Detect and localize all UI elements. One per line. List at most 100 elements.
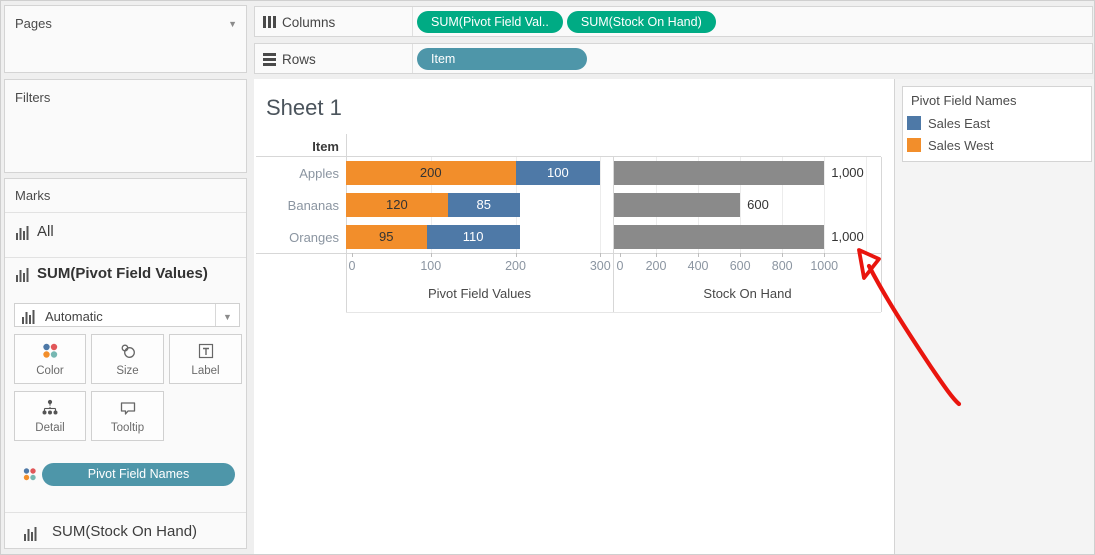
row-label: Apples — [299, 166, 339, 181]
axis-tick-label: 100 — [420, 259, 442, 273]
bar-segment[interactable] — [614, 193, 741, 217]
bar-segment[interactable] — [614, 161, 825, 185]
bar-segment[interactable] — [426, 225, 520, 249]
legend-swatch — [907, 116, 921, 130]
button-label: Detail — [35, 422, 65, 434]
legend-swatch — [907, 138, 921, 152]
axis-tick-label: 1000 — [810, 259, 839, 273]
axis-tick — [352, 253, 353, 257]
marks-card-title: Marks — [15, 188, 51, 203]
pages-dropdown-caret-icon[interactable]: ▼ — [228, 19, 237, 29]
filters-shelf[interactable]: Filters — [4, 79, 247, 173]
bar-segment[interactable] — [346, 193, 448, 217]
bar-value-label: 95 — [379, 229, 394, 244]
shelf-pill[interactable]: Item — [417, 48, 587, 70]
axis-tick-label: 0 — [348, 259, 356, 273]
axis-tick-label: 200 — [645, 259, 667, 273]
marks-tab-all[interactable]: All — [37, 223, 54, 240]
bar-segment[interactable] — [346, 161, 516, 185]
barchart-icon — [16, 225, 31, 245]
mark-type-caret-icon[interactable]: ▼ — [215, 304, 239, 326]
detail-button[interactable]: Detail — [14, 391, 86, 441]
legend-item[interactable]: Sales East — [907, 116, 1087, 132]
label-button[interactable]: Label — [169, 334, 242, 384]
bar-segment[interactable] — [515, 161, 601, 185]
axis-title[interactable]: Pivot Field Values — [427, 286, 532, 301]
shelf-pill[interactable]: SUM(Stock On Hand) — [566, 11, 716, 33]
legend-panel: Pivot Field Names Sales East Sales West — [894, 79, 1094, 554]
rows-pillbox: Item — [417, 48, 587, 70]
gridline — [600, 157, 602, 253]
bar-segment[interactable] — [614, 225, 825, 249]
pane-border — [256, 156, 881, 157]
axis-tick — [515, 253, 517, 257]
gridline — [866, 157, 868, 253]
axis-line — [256, 253, 881, 254]
marks-card: Marks All SUM(Pivot Field Values) Automa… — [4, 178, 247, 549]
divider — [412, 44, 413, 73]
color-icon — [41, 342, 59, 360]
button-label: Size — [116, 365, 139, 377]
columns-shelf[interactable]: Columns SUM(Pivot Field Val.. SUM(Stock O… — [254, 6, 1093, 37]
bar-value-label: 100 — [547, 165, 569, 180]
divider — [5, 212, 246, 213]
pages-shelf[interactable]: Pages ▼ — [4, 5, 247, 73]
legend-label: Sales East — [928, 116, 991, 131]
axis-tick-label: 600 — [729, 259, 751, 273]
button-label: Color — [36, 365, 64, 377]
bar-value-label: 600 — [747, 197, 769, 212]
color-legend-icon — [22, 467, 37, 487]
gridline — [740, 157, 742, 253]
axis-tick-label: 200 — [505, 259, 526, 273]
barchart-icon — [24, 526, 39, 546]
shelf-pill[interactable]: SUM(Pivot Field Val.. — [417, 11, 563, 33]
axis-tick — [782, 253, 784, 257]
columns-pillbox: SUM(Pivot Field Val.. SUM(Stock On Hand) — [417, 11, 716, 33]
axis-tick-label: 400 — [687, 259, 709, 273]
axis-title[interactable]: Stock On Hand — [703, 286, 792, 301]
button-label: Label — [191, 365, 220, 377]
bar-segment[interactable] — [447, 193, 520, 217]
marks-tab-pivot-field-values[interactable]: SUM(Pivot Field Values) — [37, 265, 208, 282]
sheet-title: Sheet 1 — [266, 95, 342, 120]
worksheet — [254, 79, 894, 554]
mark-type-dropdown[interactable]: Automatic ▼ — [14, 303, 240, 327]
axis-tick — [600, 253, 602, 257]
marks-encoding-pill[interactable]: Pivot Field Names — [42, 463, 235, 486]
legend-label: Sales West — [928, 138, 994, 153]
tooltip-icon — [119, 399, 137, 417]
size-button[interactable]: Size — [91, 334, 164, 384]
tooltip-button[interactable]: Tooltip — [91, 391, 164, 441]
legend-item[interactable]: Sales West — [907, 138, 1087, 154]
axis-tick — [698, 253, 700, 257]
marks-tab-stock-on-hand[interactable]: SUM(Stock On Hand) — [52, 523, 198, 540]
color-button[interactable]: Color — [14, 334, 86, 384]
barchart-icon — [16, 267, 31, 287]
label-icon — [197, 342, 215, 360]
legend-title: Pivot Field Names — [911, 93, 1017, 108]
pane-border — [881, 157, 882, 312]
axis-tick-label: 300 — [589, 259, 611, 273]
bar-segment[interactable] — [346, 225, 427, 249]
gridline — [782, 157, 784, 253]
axis-tick — [656, 253, 658, 257]
gridline — [824, 157, 826, 253]
bar-value-label: 1,000 — [831, 165, 864, 180]
axis-tick-label: 0 — [616, 259, 624, 273]
row-header-divider — [346, 134, 347, 312]
pane-border — [346, 312, 881, 313]
divider — [5, 257, 246, 258]
axis-tick — [620, 253, 621, 257]
row-label: Oranges — [289, 230, 339, 245]
columns-shelf-label: Columns — [282, 15, 336, 30]
row-label: Bananas — [287, 198, 339, 213]
axis-tick — [824, 253, 826, 257]
pane-divider — [613, 157, 614, 312]
axis-tick — [430, 253, 432, 257]
color-legend-card[interactable]: Pivot Field Names Sales East Sales West — [902, 86, 1092, 162]
barchart-icon — [22, 309, 37, 329]
button-label: Tooltip — [110, 422, 145, 434]
axis-tick — [740, 253, 742, 257]
rows-shelf[interactable]: Rows Item — [254, 43, 1093, 74]
